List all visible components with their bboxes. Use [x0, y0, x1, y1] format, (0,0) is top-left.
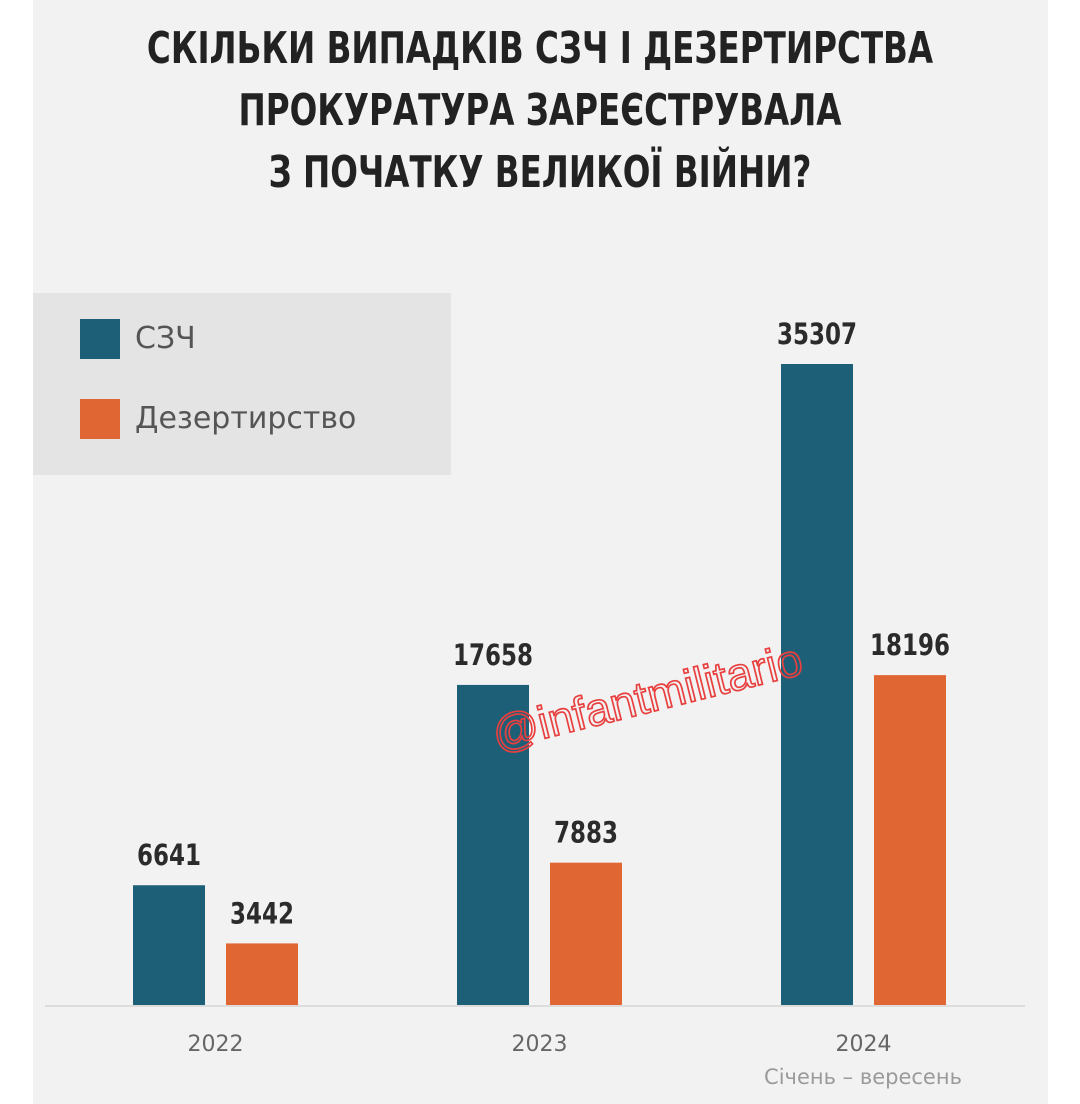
value-label-szch-2022: 6641: [137, 838, 201, 872]
x-tick-2023: 2023: [512, 1032, 568, 1057]
bar-szch-2022: [133, 885, 205, 1006]
bar-szch-2024: [781, 364, 853, 1006]
legend: СЗЧ Дезертирство: [33, 293, 451, 475]
bar-szch-2023: [457, 684, 529, 1006]
legend-swatch-szch: [80, 319, 120, 359]
value-label-szch-2023: 17658: [453, 638, 533, 672]
labels-layer: 6641 3442 2022 17658 7883 2023 35307 18196 2024: [137, 317, 950, 1057]
title-line-1: СКІЛЬКИ ВИПАДКІВ СЗЧ І ДЕЗЕРТИРСТВА: [146, 23, 934, 74]
value-label-desertion-2022: 3442: [230, 896, 294, 930]
title-line-3: З ПОЧАТКУ ВЕЛИКОЇ ВІЙНИ?: [268, 147, 812, 198]
bar-desertion-2023: [550, 862, 622, 1006]
x-tick-2024: 2024: [836, 1032, 892, 1057]
watermark: @infantmilitario: [487, 633, 808, 760]
legend-label-desertion: Дезертирство: [135, 401, 357, 436]
title-line-2: ПРОКУРАТУРА ЗАРЕЄСТРУВАЛА: [238, 85, 842, 136]
legend-label-szch: СЗЧ: [135, 321, 196, 356]
period-note: Січень – вересень: [764, 1065, 962, 1089]
value-label-szch-2024: 35307: [777, 317, 857, 351]
value-label-desertion-2023: 7883: [554, 816, 618, 850]
chart-title: СКІЛЬКИ ВИПАДКІВ СЗЧ І ДЕЗЕРТИРСТВА ПРОК…: [140, 18, 939, 204]
value-label-desertion-2024: 18196: [870, 628, 950, 662]
bar-desertion-2024: [874, 675, 946, 1006]
x-tick-2022: 2022: [188, 1032, 244, 1057]
bars-layer: [133, 364, 946, 1006]
bar-desertion-2022: [226, 943, 298, 1006]
legend-swatch-desertion: [80, 399, 120, 439]
